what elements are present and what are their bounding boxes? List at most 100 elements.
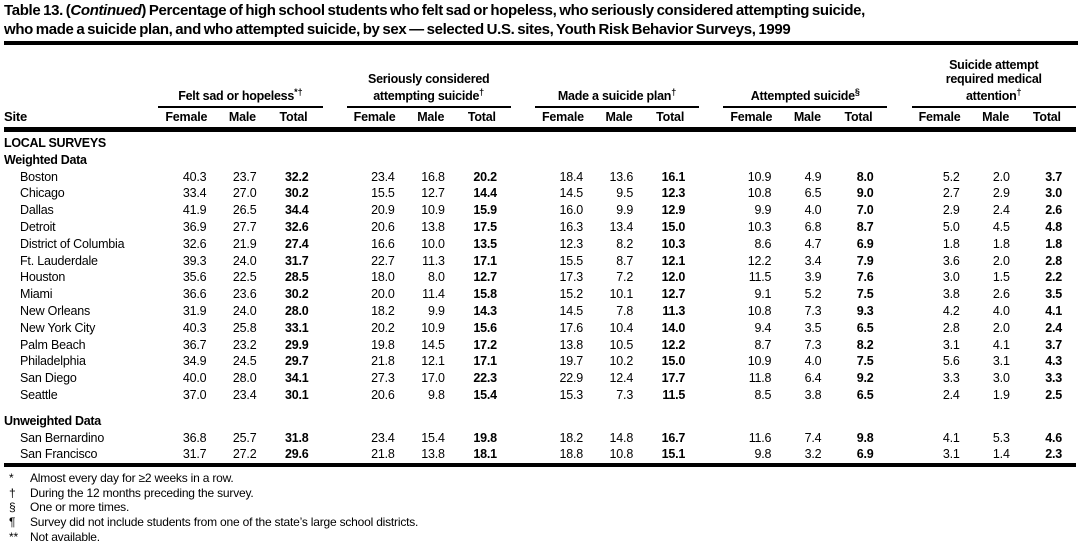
value-cell: 40.3 <box>182 169 207 184</box>
value-cell: 8.2 <box>616 236 634 251</box>
value-cell: 1.9 <box>992 387 1010 402</box>
total-value-cell: 17.1 <box>473 354 497 369</box>
value-cell: 3.2 <box>804 447 822 462</box>
value-cell: 10.5 <box>609 337 634 352</box>
table-row: Seattle 37.0 23.4 30.1 20.6 9.8 15.4 15.3 7.3 11.… <box>4 387 1076 404</box>
total-value-cell: 1.8 <box>1045 236 1062 251</box>
footnote-marker: † <box>1016 87 1022 98</box>
column-gap <box>511 236 535 253</box>
value-cell: 1.8 <box>942 236 960 251</box>
value-cell: 23.4 <box>232 387 257 402</box>
value-cell: 7.3 <box>804 303 822 318</box>
value-cell: 8.5 <box>754 387 772 402</box>
value-cell: 19.7 <box>559 354 583 369</box>
value-cell: 36.6 <box>182 287 207 302</box>
value-cell: 25.8 <box>232 320 257 335</box>
table-row: Dallas 41.9 26.5 34.4 20.9 10.9 15.9 16.0 9.9 12.… <box>4 202 1076 219</box>
value-cell: 3.6 <box>942 253 960 268</box>
value-cell: 2.7 <box>942 186 960 201</box>
table-row: New York City 40.3 25.8 33.1 20.2 10.9 15.6 17.… <box>4 320 1076 337</box>
total-value-cell: 14.3 <box>473 303 497 318</box>
section-heading: Weighted Data <box>4 152 87 167</box>
table-row: Miami 36.6 23.6 30.2 20.0 11.4 15.8 15.2 10.1 12.… <box>4 286 1076 303</box>
footnote-marker: * <box>9 471 14 486</box>
total-value-cell: 29.6 <box>285 447 309 462</box>
total-value-cell: 17.1 <box>473 253 497 268</box>
table-row: Boston 40.3 23.7 32.2 23.4 16.8 20.2 18.4 13.6 16… <box>4 169 1076 186</box>
value-cell: 12.3 <box>559 236 583 251</box>
group-label: Felt sad or hopeless <box>178 89 295 104</box>
total-value-cell: 13.5 <box>473 236 497 251</box>
column-gap <box>699 253 723 270</box>
site-cell: Miami <box>20 287 53 302</box>
value-cell: 7.3 <box>804 337 822 352</box>
total-value-cell: 18.1 <box>473 447 497 462</box>
value-cell: 14.5 <box>559 303 583 318</box>
value-cell: 16.6 <box>371 236 395 251</box>
column-gap <box>511 353 535 370</box>
value-cell: 21.8 <box>371 447 395 462</box>
total-value-cell: 12.3 <box>661 186 686 201</box>
column-group-seriously-considered: Seriously considered attempting suicide† <box>346 45 511 108</box>
column-gap <box>323 320 347 337</box>
value-cell: 10.8 <box>747 303 772 318</box>
value-cell: 17.3 <box>559 270 583 285</box>
total-value-cell: 6.5 <box>856 387 874 402</box>
total-value-cell: 4.3 <box>1045 354 1062 369</box>
value-cell: 17.6 <box>559 320 583 335</box>
value-cell: 5.6 <box>942 354 960 369</box>
value-cell: 11.5 <box>748 270 772 285</box>
value-cell: 32.6 <box>182 236 207 251</box>
subheader-male: Male <box>417 110 445 124</box>
value-cell: 10.8 <box>747 186 772 201</box>
value-cell: 7.3 <box>616 387 634 402</box>
value-cell: 9.8 <box>427 387 445 402</box>
total-value-cell: 30.2 <box>285 186 309 201</box>
value-cell: 13.8 <box>421 447 445 462</box>
column-gap <box>511 370 535 387</box>
value-cell: 10.3 <box>747 219 772 234</box>
value-cell: 25.7 <box>232 430 257 445</box>
value-cell: 36.9 <box>182 219 207 234</box>
section-heading-row: Unweighted Data <box>4 404 1076 430</box>
value-cell: 24.0 <box>232 253 257 268</box>
value-cell: 4.0 <box>992 303 1010 318</box>
total-value-cell: 2.6 <box>1045 203 1062 218</box>
value-cell: 3.4 <box>804 253 822 268</box>
column-gap <box>323 185 347 202</box>
column-gap <box>887 169 911 186</box>
value-cell: 39.3 <box>182 253 207 268</box>
value-cell: 20.6 <box>371 387 395 402</box>
footnote-marker: † <box>671 87 677 98</box>
column-gap <box>323 169 347 186</box>
value-cell: 26.5 <box>232 203 257 218</box>
value-cell: 4.5 <box>992 219 1010 234</box>
value-cell: 40.0 <box>182 371 207 386</box>
value-cell: 3.8 <box>804 387 822 402</box>
table-body: LOCAL SURVEYS Weighted Data Boston 40.3 23.7… <box>4 130 1076 466</box>
value-cell: 6.5 <box>804 186 822 201</box>
value-cell: 23.6 <box>232 287 257 302</box>
value-cell: 9.5 <box>616 186 634 201</box>
site-column-header: Site <box>4 109 28 124</box>
total-value-cell: 2.4 <box>1045 320 1062 335</box>
value-cell: 14.5 <box>421 337 445 352</box>
table-row: New Orleans 31.9 24.0 28.0 18.2 9.9 14.3 14.5 7.… <box>4 303 1076 320</box>
value-cell: 3.8 <box>942 287 960 302</box>
column-gap <box>323 430 347 447</box>
total-value-cell: 4.1 <box>1045 303 1062 318</box>
total-value-cell: 8.2 <box>856 337 874 352</box>
value-cell: 19.8 <box>371 337 395 352</box>
value-cell: 20.2 <box>371 320 395 335</box>
subheader-male: Male <box>605 110 633 124</box>
column-gap <box>699 370 723 387</box>
column-gap <box>511 169 535 186</box>
value-cell: 5.2 <box>942 169 960 184</box>
column-gap <box>887 387 911 404</box>
value-cell: 2.9 <box>992 186 1010 201</box>
column-gap <box>511 446 535 465</box>
column-gap <box>699 303 723 320</box>
value-cell: 2.4 <box>992 203 1010 218</box>
total-value-cell: 3.7 <box>1045 169 1062 184</box>
column-gap <box>887 320 911 337</box>
